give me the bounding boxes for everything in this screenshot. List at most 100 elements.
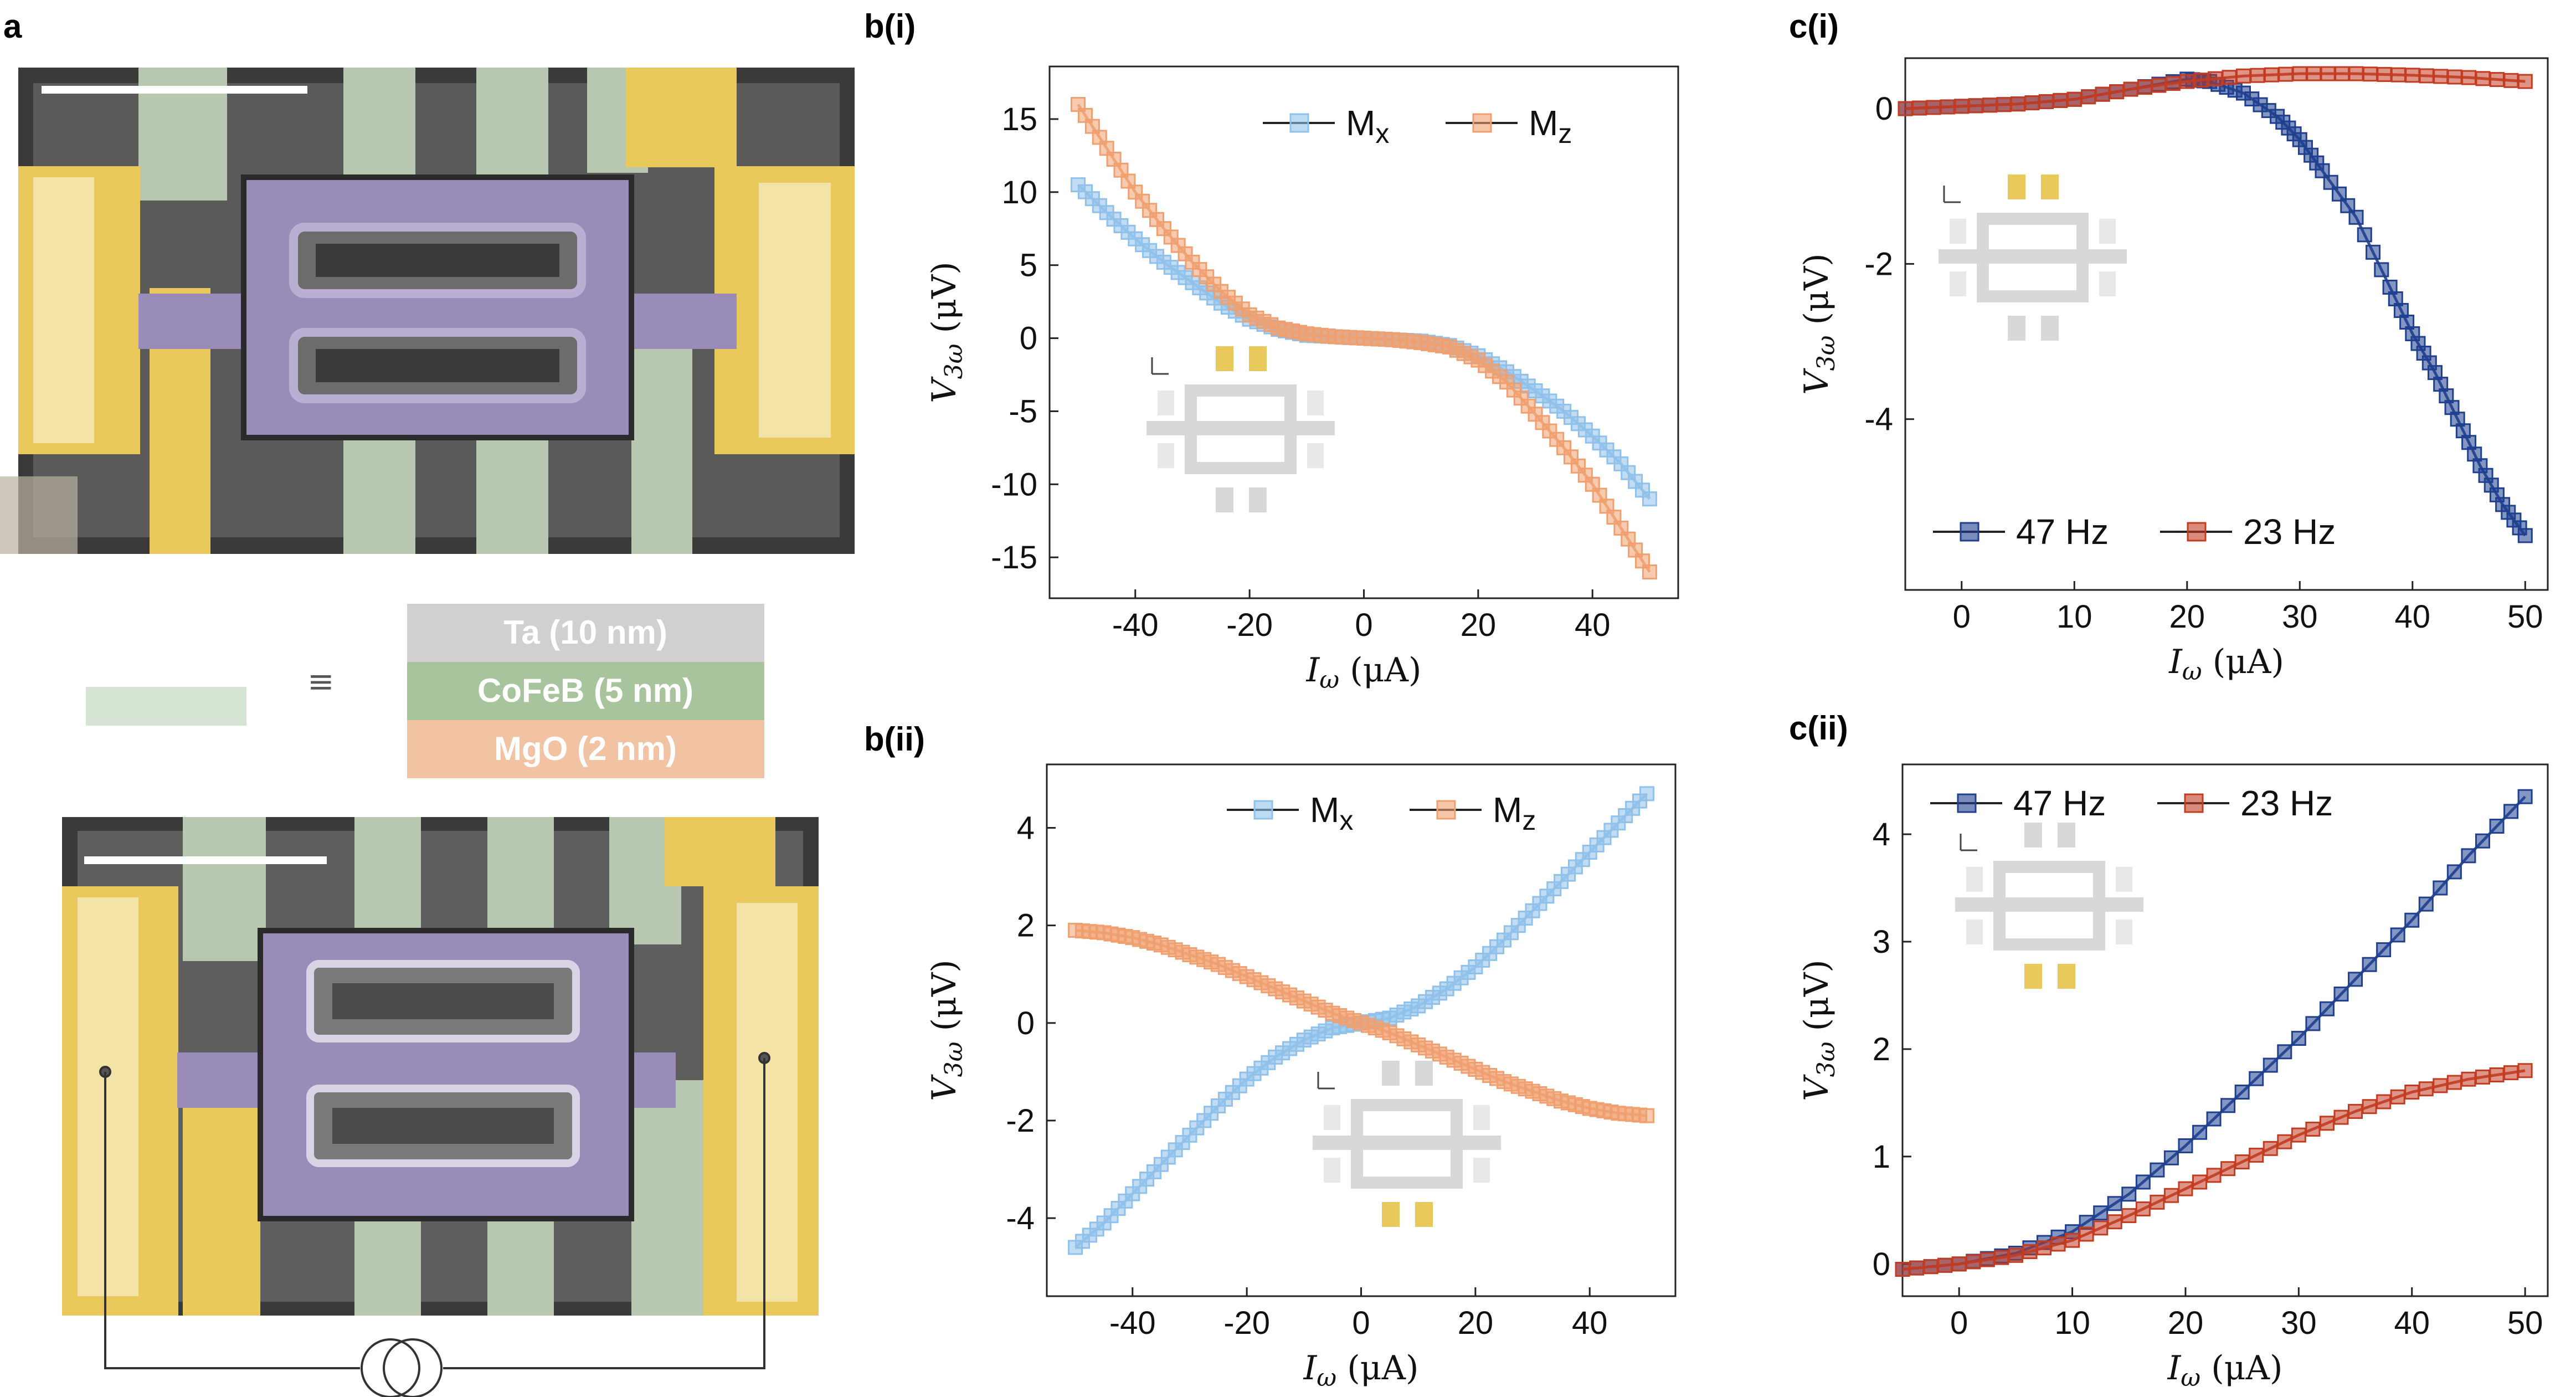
schematic-pad [2116,867,2132,892]
data-point [2390,927,2405,943]
schematic-pad [2041,174,2059,199]
data-point [2374,262,2389,278]
device-schematic-bi [1146,346,1335,512]
data-point [2320,66,2336,81]
data-point [2348,1103,2363,1119]
schematic-pad [1415,1202,1433,1227]
x-tick-label: -40 [1109,1305,1156,1341]
data-point [2178,1138,2193,1153]
legend-label: Mx [1346,103,1389,149]
schematic-pad [2058,823,2075,848]
data-point [2475,1069,2490,1085]
schematic-pad [1473,1105,1490,1130]
data-point [1071,97,1086,112]
legend-label: Mz [1493,790,1536,836]
y-tick-label: 3 [1873,924,1890,960]
schematic-pad [1324,1158,1340,1183]
data-point [2193,73,2209,88]
legend-label: 23 Hz [2240,783,2333,823]
data-point [1951,1256,1967,1272]
legend-label: 23 Hz [2243,512,2336,552]
equivalence-symbol: ≡ [307,662,335,700]
x-tick-label: 10 [2054,1305,2090,1341]
schematic-pad [2116,920,2132,944]
x-tick-label: 50 [2507,599,2543,635]
data-point [2489,72,2505,88]
schematic-pad [2008,316,2025,341]
device-schematic-cii [1955,823,2143,989]
legend-marker [2184,793,2204,813]
series-mz [1068,922,1654,1123]
y-tick-label: 1 [1873,1139,1890,1175]
data-point [2517,528,2533,543]
series-23-hz [1895,1063,2533,1277]
x-tick-label: 20 [2168,1305,2204,1341]
data-point [1923,1259,1939,1275]
data-point [2291,1031,2306,1046]
schematic-bar [1146,421,1335,435]
schematic-pad [1950,271,1966,296]
x-axis-label: Iω (μA) [1303,1349,1419,1392]
y-tick-label: 10 [1001,174,1037,210]
schematic-pad [1307,443,1324,468]
data-point [2348,209,2364,225]
data-point [2418,1081,2434,1097]
legend-marker [2187,522,2207,542]
data-point [2517,789,2533,804]
data-point [2319,1116,2335,1131]
y-tick-label: 2 [1017,908,1035,944]
data-point [2135,1174,2151,1190]
x-tick-label: 30 [2282,599,2318,635]
x-axis-label: Iω (μA) [2167,1349,2283,1392]
scale-bar-top [42,86,307,94]
data-point [2433,1078,2448,1093]
data-point [2121,1208,2137,1224]
schematic-pad [1473,1158,1490,1183]
y-tick-label: 0 [1873,1246,1890,1282]
chart-c-i: 0 10 20 30 40 50 -4 -2 0 47 Hz 23 Hz Iω (μA) V3ω (μV… [1797,57,2549,686]
schematic-bar [1313,1136,1501,1150]
y-tick-label: 4 [1873,816,1890,852]
data-point [2150,1194,2165,1210]
data-point [2109,84,2125,100]
schematic-ring [1185,384,1297,474]
data-point [1926,100,1941,115]
schematic-ring [1351,1099,1463,1189]
data-point [2107,1196,2122,1211]
y-tick-label: -2 [1864,246,1893,282]
x-tick-label: 40 [1572,1305,1608,1341]
data-point [2234,1154,2250,1170]
schematic-pad [2008,174,2025,199]
panel-label-a: a [3,8,22,45]
data-point [2024,95,2040,111]
stack-layer-mgo [407,720,764,778]
data-point [2137,80,2152,95]
x-tick-label: 0 [1953,599,1971,635]
stack-layer-cofeb-label: CoFeB (5 nm) [477,672,693,709]
y-tick-label: 0 [1017,1005,1035,1041]
x-tick-label: 30 [2281,1305,2317,1341]
data-point [2163,1188,2179,1203]
schematic-pad [1324,1105,1340,1130]
legend-marker [1436,800,1456,820]
schematic-ring [1977,213,2089,302]
panel-label-c-i: c(i) [1789,8,1839,45]
device-schematic-bii [1313,1061,1501,1227]
data-point [2357,227,2372,243]
data-point [2249,1071,2264,1086]
x-tick-label: 0 [1355,607,1372,643]
x-tick-label: 40 [1575,607,1611,643]
chart-c-ii: 0 10 20 30 40 50 0 1 2 3 4 47 Hz 23 Hz Iω (μA) V3ω (μV… [1797,763,2549,1392]
data-point [2366,244,2381,260]
data-point [1979,1252,1995,1267]
data-point [2404,1085,2420,1100]
data-point [2151,78,2167,93]
schematic-pad [2058,964,2075,989]
data-point [1898,101,1913,116]
data-point [2447,69,2462,85]
schematic-pad [1950,219,1966,244]
data-point [2446,864,2462,880]
stack-layer-mgo-label: MgO (2 nm) [494,730,677,767]
data-point [2292,66,2307,81]
data-point [2107,1214,2122,1230]
